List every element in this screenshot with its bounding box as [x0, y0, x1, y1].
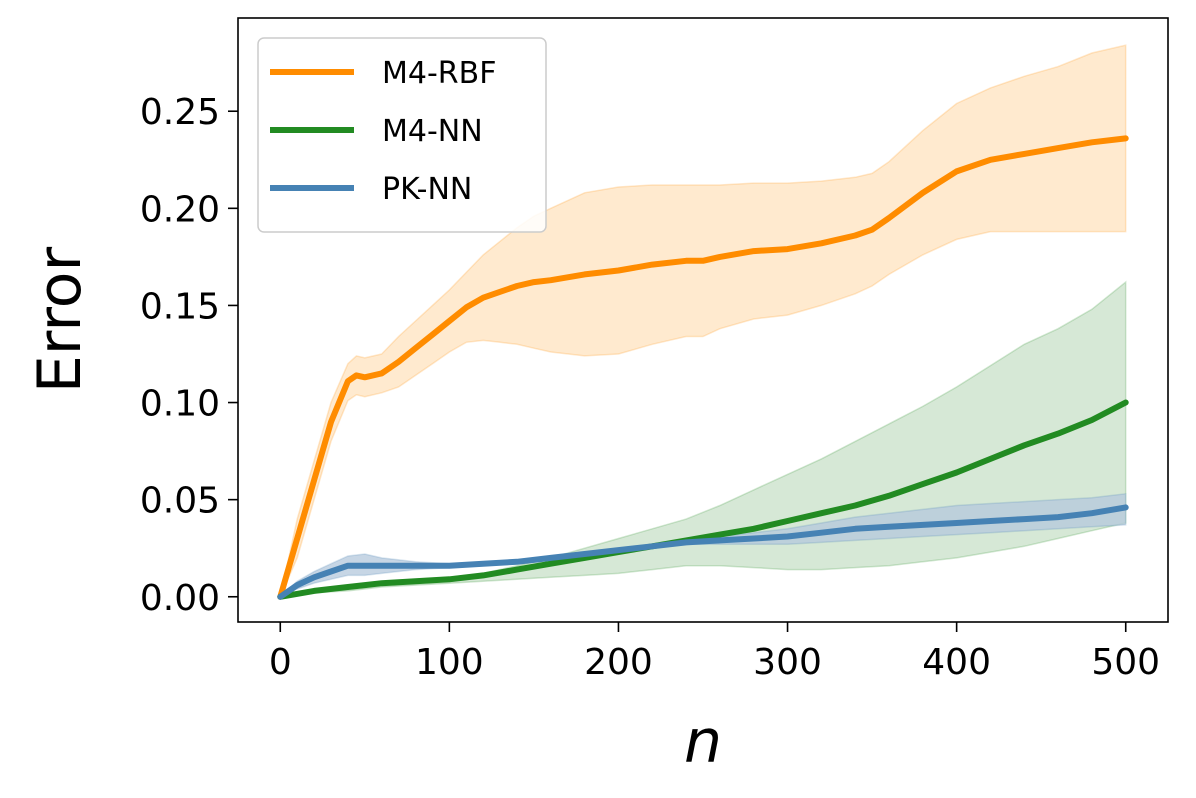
legend-label-pk-nn: PK-NN: [382, 172, 472, 207]
x-axis-ticks: 0 100 200 300 400 500: [269, 622, 1160, 683]
y-axis-ticks: 0.00 0.05 0.10 0.15 0.20 0.25: [140, 92, 238, 619]
series-lines: [277, 135, 1129, 600]
y-tick-label: 0.20: [140, 189, 220, 230]
y-tick-label: 0.10: [140, 384, 220, 425]
series-line-pk-nn: [277, 504, 1129, 600]
y-tick-label: 0.25: [140, 92, 220, 133]
legend-box: [257, 37, 547, 233]
x-tick-label: 300: [753, 642, 822, 683]
plot-frame: [237, 17, 1169, 623]
x-tick-label: 400: [922, 642, 991, 683]
legend-label-m4-rbf: M4-RBF: [382, 56, 496, 91]
legend: M4-RBF M4-NN PK-NN: [257, 37, 547, 233]
y-axis-title: Error: [25, 247, 95, 394]
x-tick-label: 200: [584, 642, 653, 683]
x-tick-label: 0: [269, 642, 292, 683]
x-tick-label: 100: [415, 642, 484, 683]
y-tick-label: 0.05: [140, 481, 220, 522]
x-axis-title: n: [684, 707, 722, 777]
y-tick-label: 0.00: [140, 578, 220, 619]
legend-label-m4-nn: M4-NN: [382, 114, 483, 149]
y-tick-label: 0.15: [140, 286, 220, 327]
series-line-m4-rbf: [277, 135, 1129, 600]
x-tick-label: 500: [1091, 642, 1160, 683]
